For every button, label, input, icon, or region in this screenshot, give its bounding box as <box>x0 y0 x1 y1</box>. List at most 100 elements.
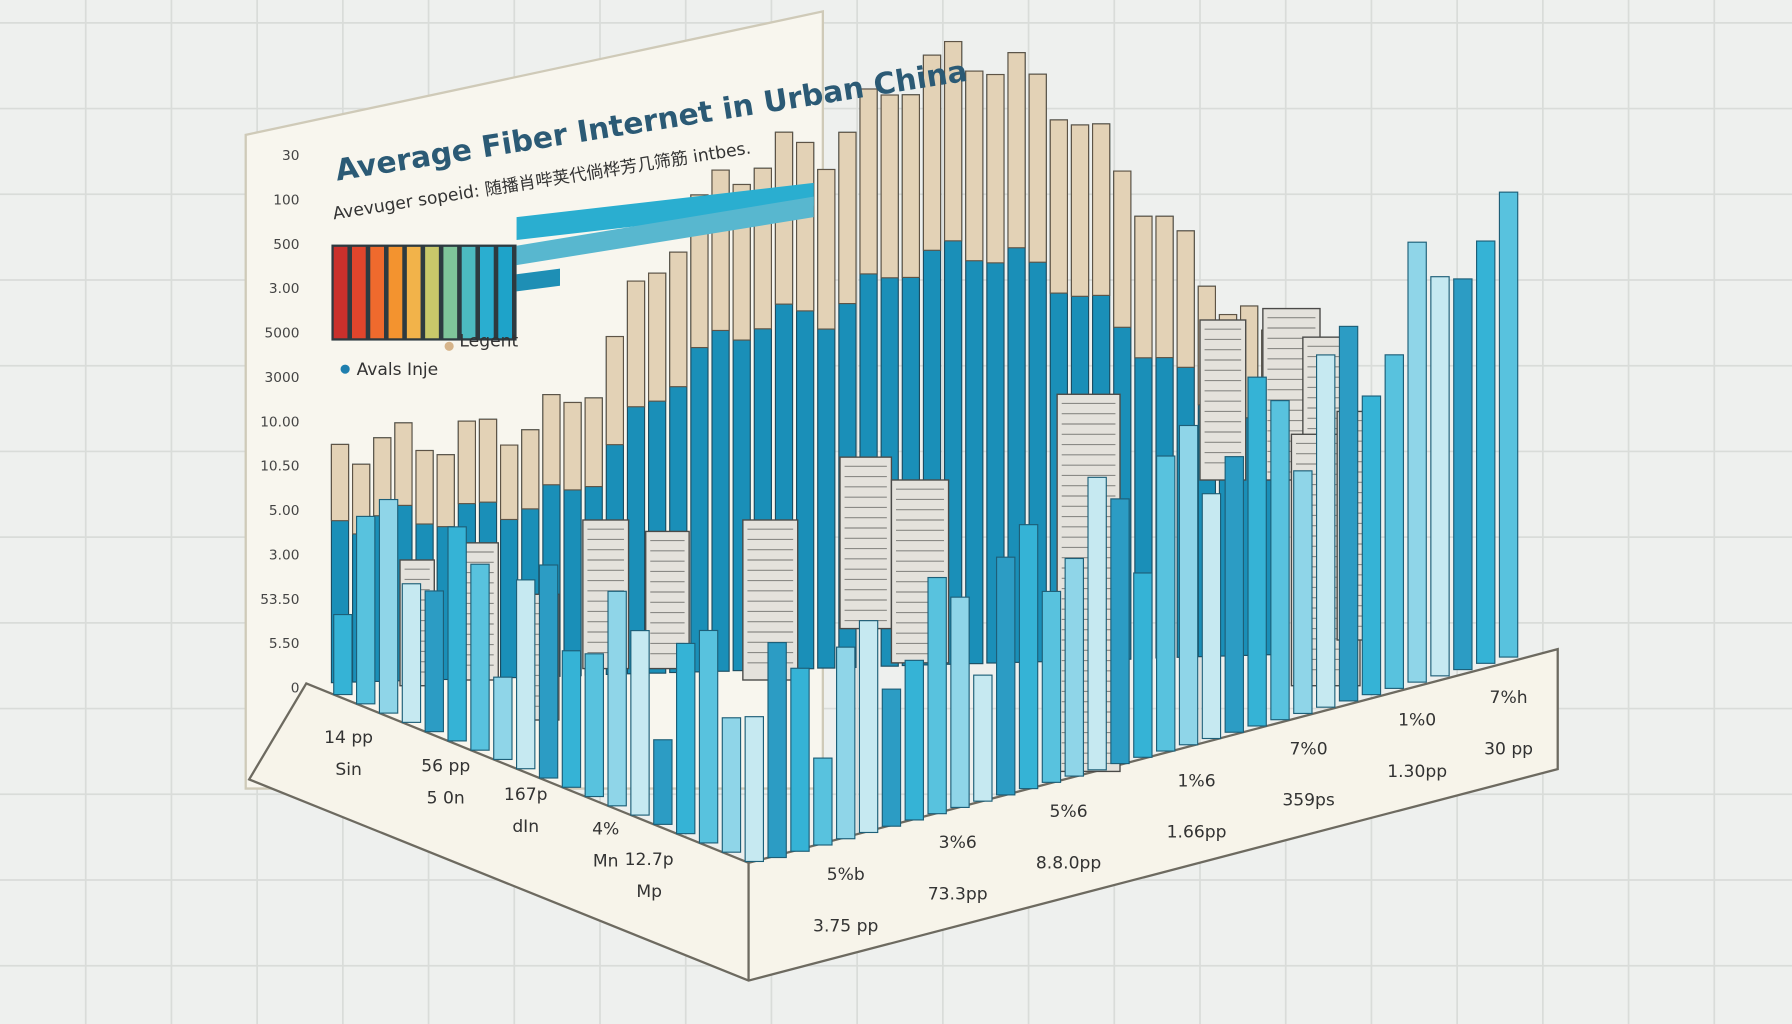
front-bar <box>1407 241 1427 683</box>
x-label: 1.30pp <box>1387 762 1447 782</box>
stripe <box>498 246 512 339</box>
x-label: 12.7p <box>625 850 674 870</box>
front-bar <box>973 674 993 802</box>
x-label: 30 pp <box>1484 739 1533 759</box>
back-bar-top <box>922 54 942 251</box>
x-label: 14 pp <box>324 728 373 748</box>
x-label: 5%6 <box>1050 802 1088 822</box>
front-bar <box>1201 493 1222 740</box>
stripe <box>370 246 384 339</box>
front-bar <box>835 646 856 840</box>
front-bar <box>653 739 673 825</box>
back-bar-top <box>838 131 857 305</box>
front-bar <box>584 653 604 798</box>
front-bar <box>1087 476 1107 771</box>
x-axis: 14 pp Sin 56 pp 5 0n 167p dIn 4% Mn 12.7p Mp 5%b 3.… <box>324 688 1533 937</box>
back-bar-top <box>880 94 899 279</box>
x-label: 1%6 <box>1178 771 1216 791</box>
front-bar <box>424 590 444 733</box>
front-bar <box>698 629 719 844</box>
x-label: Sin <box>335 760 361 780</box>
back-bar-top <box>1007 52 1026 249</box>
x-label: 359ps <box>1282 791 1335 811</box>
back-bar-top <box>647 272 667 402</box>
back-bar-top <box>626 280 646 408</box>
front-bar <box>1293 470 1313 715</box>
front-bar <box>401 583 422 723</box>
front-bar <box>1224 456 1244 733</box>
legend-label: Legent <box>459 331 518 351</box>
x-label: 8.8.0pp <box>1036 854 1101 874</box>
front-bar <box>333 613 353 696</box>
back-bar-top <box>563 401 582 491</box>
legend-bar <box>516 196 814 266</box>
front-bar <box>1041 590 1062 783</box>
x-label: 5%b <box>827 865 865 885</box>
back-bar-top <box>499 444 519 521</box>
front-bar <box>538 564 559 779</box>
legend-bar <box>516 268 560 292</box>
x-label: 3.75 pp <box>813 916 878 936</box>
building <box>839 456 893 630</box>
back-bar-top <box>1155 215 1174 359</box>
front-bar <box>1475 240 1496 664</box>
front-bar <box>858 620 879 834</box>
y-tick-label: 5.00 <box>269 503 300 519</box>
back-bar-top <box>542 394 561 486</box>
stripe <box>461 246 476 339</box>
front-bar <box>1064 557 1084 777</box>
back-bar-top <box>394 422 413 506</box>
back-bar-top <box>330 443 350 522</box>
stripe <box>479 246 494 339</box>
y-tick-label: 100 <box>273 192 299 208</box>
x-label: 56 pp <box>421 756 470 776</box>
back-bar-top <box>584 397 603 488</box>
front-bar <box>904 659 924 821</box>
front-bar <box>1338 325 1359 702</box>
stripe <box>388 246 403 339</box>
back-bar-top <box>605 335 624 446</box>
front-bar <box>927 576 947 815</box>
front-bar <box>470 563 490 751</box>
x-label: 1.66pp <box>1167 823 1227 843</box>
y-tick-label: 30 <box>282 148 299 164</box>
y-tick-label: 0 <box>291 681 300 697</box>
front-bar <box>813 757 833 846</box>
front-bar <box>1178 424 1199 746</box>
front-bar <box>790 667 810 852</box>
front-bar <box>1018 524 1039 790</box>
front-bar <box>355 515 376 705</box>
front-bar <box>1247 376 1267 727</box>
x-label: 7%0 <box>1290 739 1328 759</box>
back-bar-top <box>669 251 688 388</box>
back-bar-top <box>817 168 836 330</box>
x-label: 1%0 <box>1398 711 1436 731</box>
back-bar-top <box>1091 123 1111 296</box>
back-bar-top <box>1176 230 1195 368</box>
x-label: Mn <box>593 851 619 871</box>
y-tick-label: 5.50 <box>269 636 300 652</box>
x-label: 167p <box>504 785 548 805</box>
front-bar <box>1110 498 1130 765</box>
legend-bar <box>516 182 814 240</box>
y-tick-label: 3000 <box>265 370 300 386</box>
legend-dot <box>444 341 454 351</box>
legend-dot <box>340 364 350 374</box>
front-bar <box>630 630 650 816</box>
back-bar-top <box>1049 119 1068 294</box>
legend-box: Avals Inje Legent <box>331 182 814 380</box>
front-bar <box>1453 278 1473 671</box>
front-bar <box>995 556 1016 796</box>
front-bar <box>721 717 742 853</box>
front-bar <box>1498 191 1519 658</box>
back-bar-top <box>943 40 963 242</box>
x-label: dIn <box>512 817 539 837</box>
y-tick-label: 10.50 <box>260 459 299 475</box>
back-bar-top <box>478 418 498 503</box>
y-tick-label: 10.00 <box>260 414 299 430</box>
x-label: 7%h <box>1490 688 1528 708</box>
y-axis: 30 100 500 3.00 5000 3000 10.00 10.50 5.00 3.00 53… <box>260 148 299 697</box>
